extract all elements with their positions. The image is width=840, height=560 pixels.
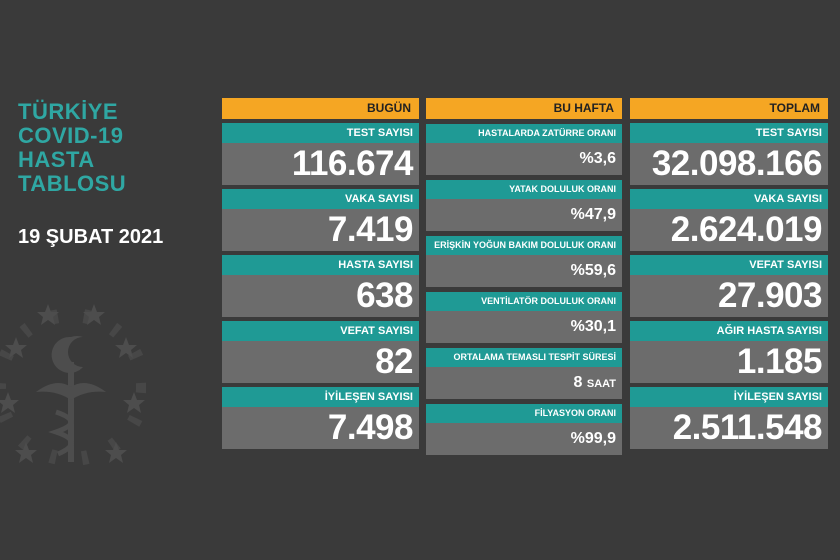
- card-value: 2.511.548: [630, 407, 828, 449]
- card-label: TEST SAYISI: [630, 123, 828, 143]
- card-label: ERİŞKİN YOĞUN BAKIM DOLULUK ORANI: [426, 236, 622, 255]
- week-filiation-card: FİLYASYON ORANI %99,9: [426, 404, 622, 455]
- week-icu-occupancy-card: ERİŞKİN YOĞUN BAKIM DOLULUK ORANI %59,6: [426, 236, 622, 287]
- card-label: VEFAT SAYISI: [630, 255, 828, 275]
- card-label: YATAK DOLULUK ORANI: [426, 180, 622, 199]
- week-header: BU HAFTA: [426, 98, 622, 119]
- card-value: 8 SAAT: [426, 367, 622, 399]
- today-recovered-card: İYİLEŞEN SAYISI 7.498: [222, 387, 419, 449]
- card-value: 1.185: [630, 341, 828, 383]
- card-label: VAKA SAYISI: [222, 189, 419, 209]
- card-value: 638: [222, 275, 419, 317]
- card-value: 116.674: [222, 143, 419, 185]
- card-label: AĞIR HASTA SAYISI: [630, 321, 828, 341]
- card-label: VEFAT SAYISI: [222, 321, 419, 341]
- card-label: HASTA SAYISI: [222, 255, 419, 275]
- week-bed-occupancy-card: YATAK DOLULUK ORANI %47,9: [426, 180, 622, 231]
- week-ventilator-card: VENTİLATÖR DOLULUK ORANI %30,1: [426, 292, 622, 343]
- total-death-card: VEFAT SAYISI 27.903: [630, 255, 828, 317]
- title-line: TABLOSU: [18, 171, 127, 196]
- today-header: BUGÜN: [222, 98, 419, 119]
- total-critical-card: AĞIR HASTA SAYISI 1.185: [630, 321, 828, 383]
- card-value: 82: [222, 341, 419, 383]
- card-label: İYİLEŞEN SAYISI: [630, 387, 828, 407]
- card-value: %99,9: [426, 423, 622, 455]
- total-column: TOPLAM TEST SAYISI 32.098.166 VAKA SAYIS…: [630, 98, 828, 449]
- ministry-of-health-emblem-icon: [0, 304, 146, 466]
- card-label: VENTİLATÖR DOLULUK ORANI: [426, 292, 622, 311]
- card-value: %30,1: [426, 311, 622, 343]
- card-value: 2.624.019: [630, 209, 828, 251]
- card-label: HASTALARDA ZATÜRRE ORANI: [426, 124, 622, 143]
- title-line: COVID-19: [18, 123, 124, 148]
- contact-time-unit: SAAT: [586, 378, 616, 390]
- today-death-card: VEFAT SAYISI 82: [222, 321, 419, 383]
- card-value: %3,6: [426, 143, 622, 175]
- today-column: BUGÜN TEST SAYISI 116.674 VAKA SAYISI 7.…: [222, 98, 419, 449]
- card-label: TEST SAYISI: [222, 123, 419, 143]
- card-value: %47,9: [426, 199, 622, 231]
- page-title: TÜRKİYE COVID-19 HASTA TABLOSU: [18, 100, 198, 196]
- total-recovered-card: İYİLEŞEN SAYISI 2.511.548: [630, 387, 828, 449]
- card-label: ORTALAMA TEMASLI TESPİT SÜRESİ: [426, 348, 622, 367]
- week-column: BU HAFTA HASTALARDA ZATÜRRE ORANI %3,6 Y…: [426, 98, 622, 455]
- title-line: TÜRKİYE: [18, 99, 119, 124]
- today-case-card: VAKA SAYISI 7.419: [222, 189, 419, 251]
- week-contact-time-card: ORTALAMA TEMASLI TESPİT SÜRESİ 8 SAAT: [426, 348, 622, 399]
- card-value: 7.498: [222, 407, 419, 449]
- card-value: 7.419: [222, 209, 419, 251]
- week-pneumonia-card: HASTALARDA ZATÜRRE ORANI %3,6: [426, 124, 622, 175]
- card-label: İYİLEŞEN SAYISI: [222, 387, 419, 407]
- title-line: HASTA: [18, 147, 95, 172]
- today-test-card: TEST SAYISI 116.674: [222, 123, 419, 185]
- card-label: FİLYASYON ORANI: [426, 404, 622, 423]
- total-case-card: VAKA SAYISI 2.624.019: [630, 189, 828, 251]
- contact-time-value: 8: [573, 374, 583, 391]
- report-date: 19 ŞUBAT 2021: [18, 226, 164, 248]
- card-value: %59,6: [426, 255, 622, 287]
- card-label: VAKA SAYISI: [630, 189, 828, 209]
- total-test-card: TEST SAYISI 32.098.166: [630, 123, 828, 185]
- total-header: TOPLAM: [630, 98, 828, 119]
- card-value: 32.098.166: [630, 143, 828, 185]
- today-patient-card: HASTA SAYISI 638: [222, 255, 419, 317]
- card-value: 27.903: [630, 275, 828, 317]
